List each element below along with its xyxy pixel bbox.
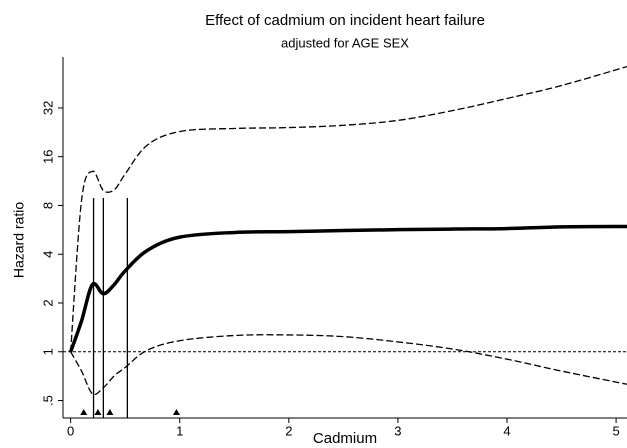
series-line [69,65,627,352]
y-tick-label: 1 [40,348,55,355]
y-tick-label: .5 [40,395,55,406]
chart-title: Effect of cadmium on incident heart fail… [205,12,485,29]
y-tick-label: 4 [40,251,55,258]
y-tick-label: 2 [40,299,55,306]
x-tick-label: 2 [285,423,292,438]
series-line [70,334,627,396]
x-tick-label: 4 [503,423,510,438]
x-axis-title: Cadmium [313,430,377,447]
series-line [68,224,627,353]
y-tick-label: 8 [40,202,55,209]
x-tick-label: 3 [394,423,401,438]
x-tick-label: 0 [67,423,74,438]
x-tick-label: 1 [176,423,183,438]
marker [106,409,114,415]
x-tick-label: 5 [612,423,619,438]
y-tick-label: 16 [40,149,55,163]
marker [172,409,180,415]
y-axis-title: Hazard ratio [11,202,27,278]
chart-subtitle: adjusted for AGE SEX [281,35,409,50]
marker [80,409,88,415]
y-tick-label: 32 [40,101,55,115]
marker [94,409,102,415]
